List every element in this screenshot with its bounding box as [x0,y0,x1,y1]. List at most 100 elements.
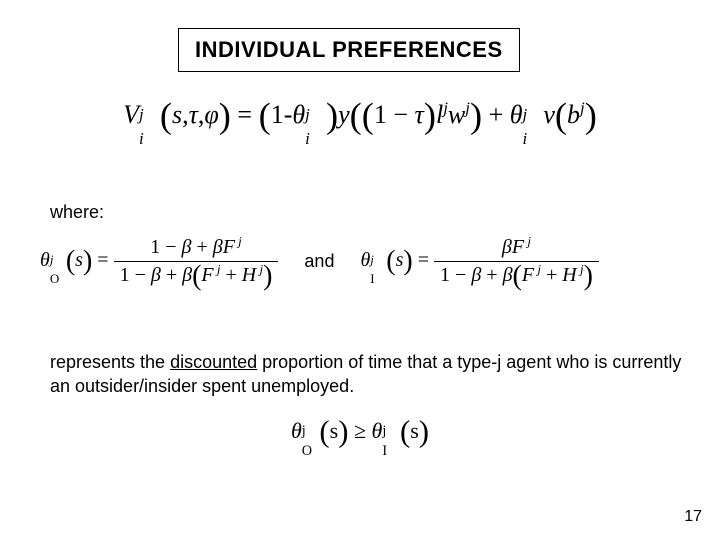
theta: θ [40,249,50,271]
var-F: F [223,236,235,258]
sub-i: i [305,129,310,149]
text: represents the [50,352,170,372]
equation-theta-insider: θjI(s) = βF j 1 − β + β(F j + H j) [360,236,598,287]
and-label: and [304,251,334,272]
var-s: s [75,249,83,271]
description-text: represents the discounted proportion of … [50,350,690,399]
var-V: V [123,100,139,129]
text: + [191,236,212,258]
theta: θ [510,100,523,129]
equals: = [231,100,259,129]
denominator: 1 − β + β(F j + H j) [434,262,599,287]
sub-I: I [382,443,387,460]
theta: θ [372,418,383,443]
var-F: F [512,236,524,258]
rparen: ) [584,260,593,291]
var-F: F [522,264,534,286]
rparen: ) [263,260,272,291]
lparen: ( [259,95,271,135]
theta: θ [292,100,305,129]
one: 1 [374,100,387,129]
one: 1 [271,100,284,129]
text: + [481,264,502,286]
equals: = [413,249,434,271]
plus: + [482,100,510,129]
where-label: where: [50,202,104,223]
sup-j: j [305,105,310,125]
rparen: ) [219,95,231,135]
slide-title: INDIVIDUAL PREFERENCES [178,28,520,72]
geq: ≥ [348,418,371,443]
sub-i: i [523,129,528,149]
sup-j: j [302,423,306,440]
beta: β [503,264,513,286]
var-b: b [567,100,580,129]
sup-j: j [50,252,54,268]
arg-s: s [172,100,182,129]
sup-j: j [139,105,144,125]
sup-j: j [524,233,531,248]
inequality: θjO(s) ≥ θjI(s) [0,418,720,444]
lparen: ( [350,95,362,135]
sup-j: j [235,233,242,248]
sub-i: i [139,129,144,149]
plus: + [220,264,241,286]
page-number: 17 [684,508,702,526]
equals: = [92,249,113,271]
beta: β [471,264,481,286]
var-s: s [330,418,339,443]
beta: β [181,236,191,258]
lparen: ( [513,260,522,291]
minus: − [387,100,415,129]
lparen: ( [66,245,75,276]
sub-I: I [370,271,374,287]
sub-O: O [50,271,59,287]
beta: β [502,236,512,258]
lparen: ( [362,95,374,135]
beta: β [151,264,161,286]
rparen: ) [470,95,482,135]
var-v: v [543,100,555,129]
sub-O: O [302,443,312,460]
arg-phi: φ [204,100,218,129]
secondary-equations-row: θjO(s) = 1 − β + βF j 1 − β + β(F j + H … [40,236,700,287]
rparen: ) [403,245,412,276]
rparen: ) [585,95,597,135]
theta: θ [360,249,370,271]
var-H: H [562,264,576,286]
lparen: ( [386,245,395,276]
rparen: ) [338,415,348,449]
lparen: ( [192,260,201,291]
main-equation: Vji(s,τ,φ) = (1-θji)y((1 − τ)ljwj) + θji… [60,100,660,130]
numerator: 1 − β + βF j [114,236,279,262]
var-y: y [338,100,350,129]
tau: τ [415,100,424,129]
sup-j: j [534,261,541,276]
text: + [161,264,182,286]
text-underlined: discounted [170,352,257,372]
lparen: ( [160,95,172,135]
numerator: βF j [434,236,599,262]
theta: θ [291,418,302,443]
sup-j: j [382,423,386,440]
sup-j: j [370,252,374,268]
lparen: ( [400,415,410,449]
beta: β [213,236,223,258]
text: 1 − [120,264,151,286]
lparen: ( [555,95,567,135]
sup-j: j [577,261,584,276]
sup-j: j [523,105,528,125]
slide: INDIVIDUAL PREFERENCES Vji(s,τ,φ) = (1-θ… [0,0,720,540]
fraction: βF j 1 − β + β(F j + H j) [434,236,599,287]
var-s: s [410,418,419,443]
rparen: ) [83,245,92,276]
fraction: 1 − β + βF j 1 − β + β(F j + H j) [114,236,279,287]
arg-tau: τ [189,100,198,129]
rparen: ) [419,415,429,449]
plus: + [541,264,562,286]
text: 1 − [440,264,471,286]
equation-theta-outsider: θjO(s) = 1 − β + βF j 1 − β + β(F j + H … [40,236,278,287]
beta: β [182,264,192,286]
lparen: ( [319,415,329,449]
denominator: 1 − β + β(F j + H j) [114,262,279,287]
